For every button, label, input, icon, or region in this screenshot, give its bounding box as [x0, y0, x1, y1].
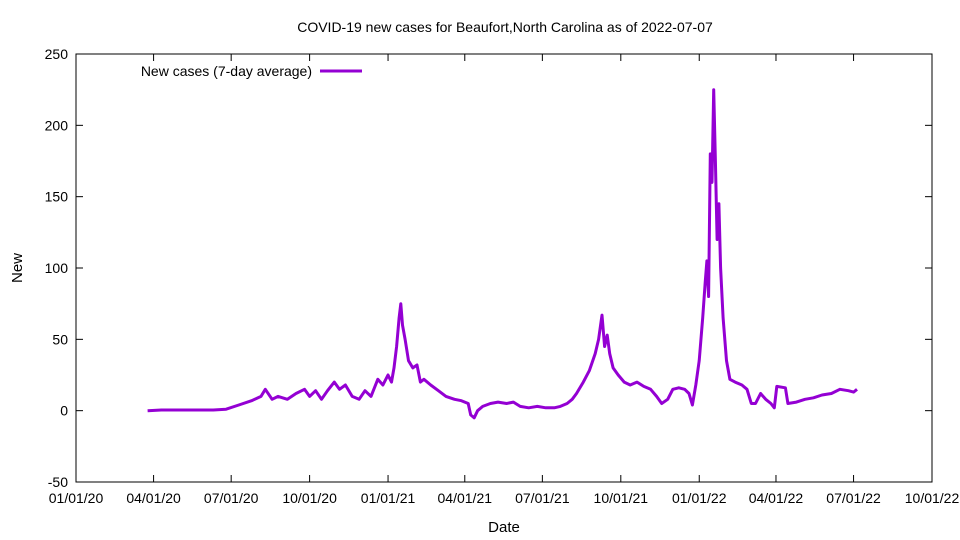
y-tick-label: 50 [52, 331, 68, 347]
y-tick-label: -50 [48, 474, 68, 490]
y-tick-label: 0 [60, 403, 68, 419]
x-tick-label: 04/01/20 [126, 490, 181, 506]
x-tick-label: 07/01/21 [515, 490, 570, 506]
chart-title: COVID-19 new cases for Beaufort,North Ca… [297, 19, 713, 35]
y-axis: -50 0 50 100 150 200 250 [45, 46, 932, 490]
x-tick-label: 01/01/20 [49, 490, 104, 506]
legend: New cases (7-day average) [141, 63, 362, 79]
y-tick-label: 150 [45, 189, 69, 205]
y-tick-label: 100 [45, 260, 69, 276]
x-tick-label: 10/01/21 [594, 490, 649, 506]
x-axis: 01/01/20 04/01/20 07/01/20 10/01/20 01/01/21… [49, 54, 960, 506]
x-axis-label: Date [488, 519, 520, 536]
y-tick-label: 200 [45, 117, 69, 133]
legend-label: New cases (7-day average) [141, 63, 312, 79]
series-line-new-cases [147, 88, 858, 420]
x-tick-label: 07/01/20 [204, 490, 259, 506]
y-axis-label: New [9, 253, 26, 283]
x-tick-label: 04/01/21 [438, 490, 493, 506]
x-tick-label: 01/01/22 [672, 490, 727, 506]
x-tick-label: 10/01/20 [282, 490, 337, 506]
x-tick-label: 04/01/22 [749, 490, 804, 506]
x-tick-label: 01/01/21 [361, 490, 416, 506]
x-tick-label: 07/01/22 [826, 490, 881, 506]
x-tick-label: 10/01/22 [905, 490, 960, 506]
y-tick-label: 250 [45, 46, 69, 62]
